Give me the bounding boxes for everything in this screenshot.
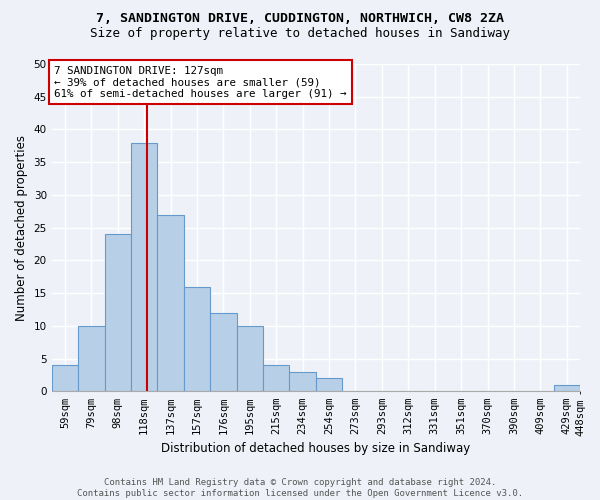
Bar	[78, 326, 104, 392]
X-axis label: Distribution of detached houses by size in Sandiway: Distribution of detached houses by size …	[161, 442, 470, 455]
Bar	[316, 378, 342, 392]
Bar	[263, 365, 289, 392]
Bar	[52, 365, 78, 392]
Bar	[210, 313, 236, 392]
Bar	[104, 234, 131, 392]
Bar	[236, 326, 263, 392]
Y-axis label: Number of detached properties: Number of detached properties	[15, 134, 28, 320]
Bar	[184, 286, 210, 392]
Bar	[554, 385, 580, 392]
Bar	[157, 214, 184, 392]
Text: 7 SANDINGTON DRIVE: 127sqm
← 39% of detached houses are smaller (59)
61% of semi: 7 SANDINGTON DRIVE: 127sqm ← 39% of deta…	[55, 66, 347, 99]
Bar	[289, 372, 316, 392]
Text: 7, SANDINGTON DRIVE, CUDDINGTON, NORTHWICH, CW8 2ZA: 7, SANDINGTON DRIVE, CUDDINGTON, NORTHWI…	[96, 12, 504, 26]
Bar	[131, 142, 157, 392]
Text: Contains HM Land Registry data © Crown copyright and database right 2024.
Contai: Contains HM Land Registry data © Crown c…	[77, 478, 523, 498]
Text: Size of property relative to detached houses in Sandiway: Size of property relative to detached ho…	[90, 28, 510, 40]
